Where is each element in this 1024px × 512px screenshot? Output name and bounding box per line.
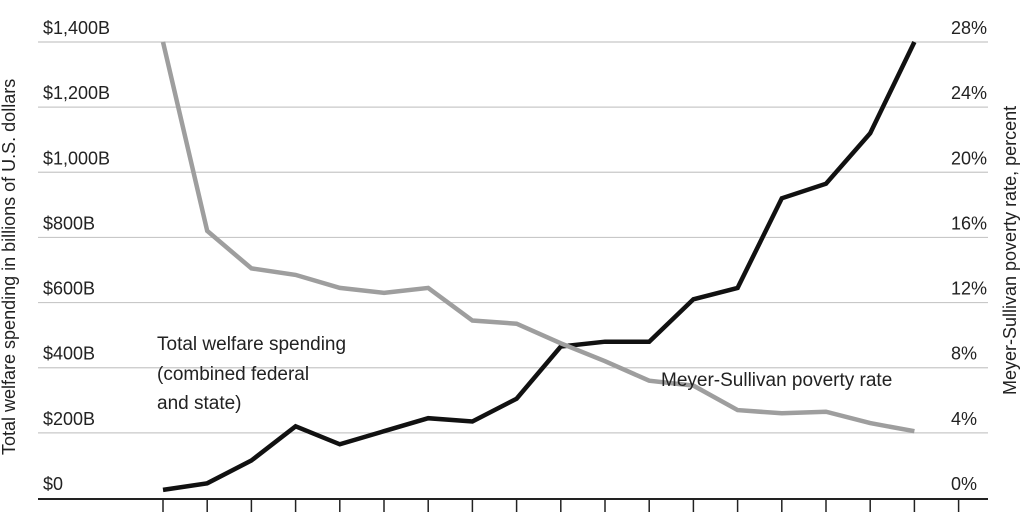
welfare-spending-line (162, 41, 917, 493)
poverty-annotation: Meyer-Sullivan poverty rate (661, 370, 892, 391)
spending-annotation-line-1: Total welfare spending (157, 334, 346, 355)
spending-annotation-line-3: and state) (157, 393, 242, 414)
left-tick-label: $800B (43, 213, 95, 233)
left-tick-label: $0 (43, 474, 63, 494)
right-tick-label: 12% (951, 279, 987, 299)
left-tick-label: $400B (43, 344, 95, 364)
right-tick-label: 28% (951, 18, 987, 38)
series-lines (160, 41, 917, 493)
right-tick-label: 8% (951, 344, 977, 364)
spending-annotation-line-2: (combined federal (157, 364, 309, 385)
right-tick-label: 24% (951, 83, 987, 103)
right-tick-label: 16% (951, 213, 987, 233)
right-tick-label: 4% (951, 409, 977, 429)
left-axis-title: Total welfare spending in billions of U.… (0, 79, 19, 455)
left-tick-label: $600B (43, 279, 95, 299)
right-tick-label: 20% (951, 148, 987, 168)
left-tick-label: $200B (43, 409, 95, 429)
right-axis-title: Meyer-Sullivan poverty rate, percent (1000, 106, 1020, 395)
tick-labels: $0 0% $200B 4% $400B 8% $600B 12% $800B 16% $1,000… (43, 18, 987, 494)
left-tick-label: $1,400B (43, 18, 110, 38)
left-tick-label: $1,000B (43, 148, 110, 168)
x-axis (38, 498, 988, 512)
left-tick-label: $1,200B (43, 83, 110, 103)
right-tick-label: 0% (951, 474, 977, 494)
poverty-rate-line (160, 41, 915, 434)
gridlines (38, 41, 988, 434)
